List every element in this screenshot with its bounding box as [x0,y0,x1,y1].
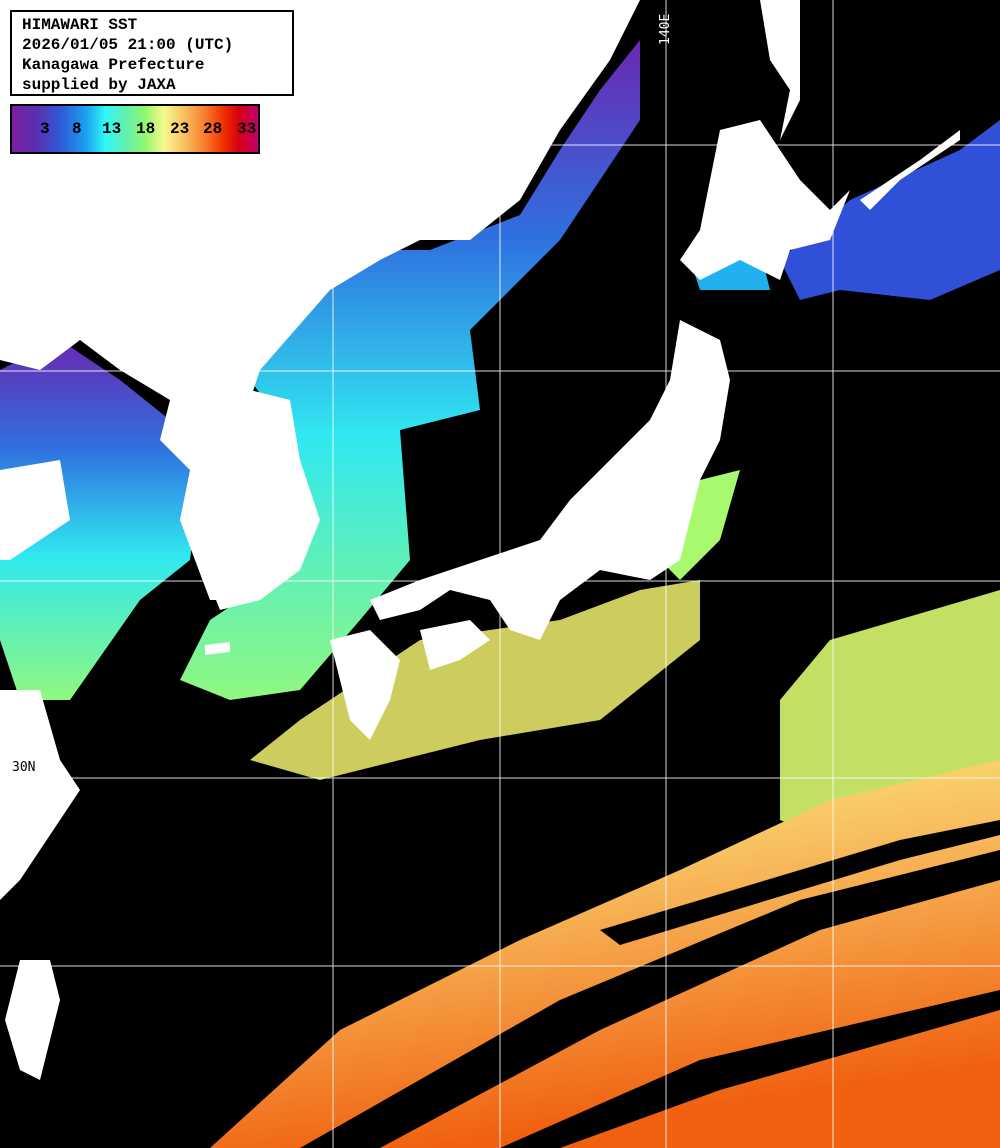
lat-label-40n: 40N [12,353,36,368]
land-island-north [400,128,428,165]
lon-label-140e: 140E [658,13,673,45]
data-credit: supplied by JAXA [22,76,176,94]
land-korea [190,390,320,610]
land-sakhalin-primorye [740,0,800,140]
observation-datetime: 2026/01/05 21:00 (UTC) [22,36,234,54]
product-title: HIMAWARI SST [22,16,138,34]
land-kyushu [330,630,400,740]
legend-tick: 18 [136,120,156,138]
sea-of-japan-sst [180,40,640,700]
color-legend: 3 8 13 18 23 28 33 [10,104,260,154]
land-kuril [860,130,960,210]
legend-tick: 33 [237,120,257,138]
yellow-sea-sst [0,340,200,700]
legend-tick: 8 [72,120,82,138]
land-jeju [205,642,230,655]
legend-tick: 23 [170,120,190,138]
cloud-streaks [300,820,1000,1148]
legend-tick: 3 [40,120,50,138]
organization: Kanagawa Prefecture [22,56,205,74]
land-china-coast [0,460,80,900]
okhotsk-sst [780,120,1000,300]
kuroshio-sst [210,760,1000,1148]
land-hokkaido [680,120,850,280]
land-taiwan [5,960,60,1080]
lat-label-30n: 30N [12,760,36,775]
land-honshu [370,320,730,640]
info-box: HIMAWARI SST 2026/01/05 21:00 (UTC) Kana… [10,10,294,96]
legend-tick: 28 [203,120,223,138]
land-shikoku [420,620,490,670]
legend-tick: 13 [102,120,122,138]
